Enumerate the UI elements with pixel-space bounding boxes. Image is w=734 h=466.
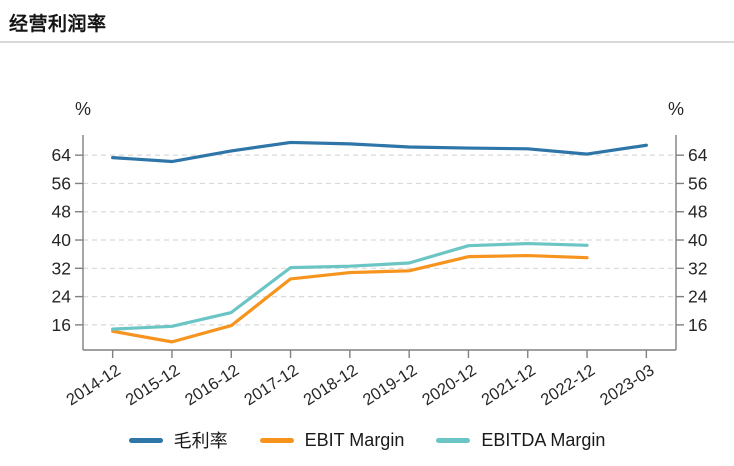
left-y-tick-label: 16 [52,315,71,335]
x-axis-labels: 2014-122015-122016-122017-122018-122019-… [63,350,658,409]
page-title: 经营利润率 [0,0,734,43]
right-y-tick-label: 32 [688,258,707,278]
x-tick-label: 2022-12 [538,361,599,409]
left-y-tick-label: 48 [52,202,71,222]
x-tick-label: 2016-12 [182,361,243,409]
x-tick-label: 2023-03 [597,361,658,409]
legend-item-gross-margin[interactable]: 毛利率 [128,427,228,453]
ebit-margin-line [111,253,589,344]
right-y-tick-label: 40 [688,230,708,250]
legend-swatch-gross-margin [128,437,163,443]
right-y-tick-label: 48 [688,202,707,222]
x-tick-label: 2019-12 [360,361,421,409]
ebitda-margin-line [111,241,589,331]
legend-label-ebit-margin: EBIT Margin [304,429,405,450]
x-tick-label: 2017-12 [241,361,302,409]
gross-margin-line [111,140,648,164]
left-axis-unit-label: % [75,99,91,119]
x-tick-label: 2015-12 [123,361,184,409]
left-y-tick-label: 24 [52,287,72,307]
legend-swatch-ebitda-margin [436,437,471,443]
gridlines [83,154,676,326]
right-y-tick-label: 16 [688,315,707,335]
right-y-tick-label: 56 [688,173,707,193]
left-y-tick-label: 64 [52,145,72,165]
chart-legend: 毛利率 EBIT Margin EBITDA Margin [0,420,734,466]
legend-label-gross-margin: 毛利率 [173,431,228,451]
right-y-tick-label: 24 [688,287,708,307]
right-y-tick-label: 64 [688,145,708,165]
legend-item-ebit-margin[interactable]: EBIT Margin [259,429,405,451]
left-y-tick-label: 56 [52,173,71,193]
axes [82,135,677,351]
x-tick-label: 2018-12 [300,361,361,409]
x-tick-label: 2014-12 [63,361,124,409]
legend-item-ebitda-margin[interactable]: EBITDA Margin [436,430,605,451]
right-axis-unit-label: % [668,99,684,119]
x-tick-label: 2020-12 [419,361,480,409]
x-tick-label: 2021-12 [478,361,539,409]
legend-label-ebitda-margin: EBITDA Margin [481,429,606,450]
y-axis-labels: 16 16 24 24 32 32 40 40 48 48 56 56 64 64 [52,145,708,335]
left-y-tick-label: 32 [52,258,71,278]
left-y-tick-label: 40 [52,230,72,250]
legend-swatch-ebit-margin [259,437,294,443]
